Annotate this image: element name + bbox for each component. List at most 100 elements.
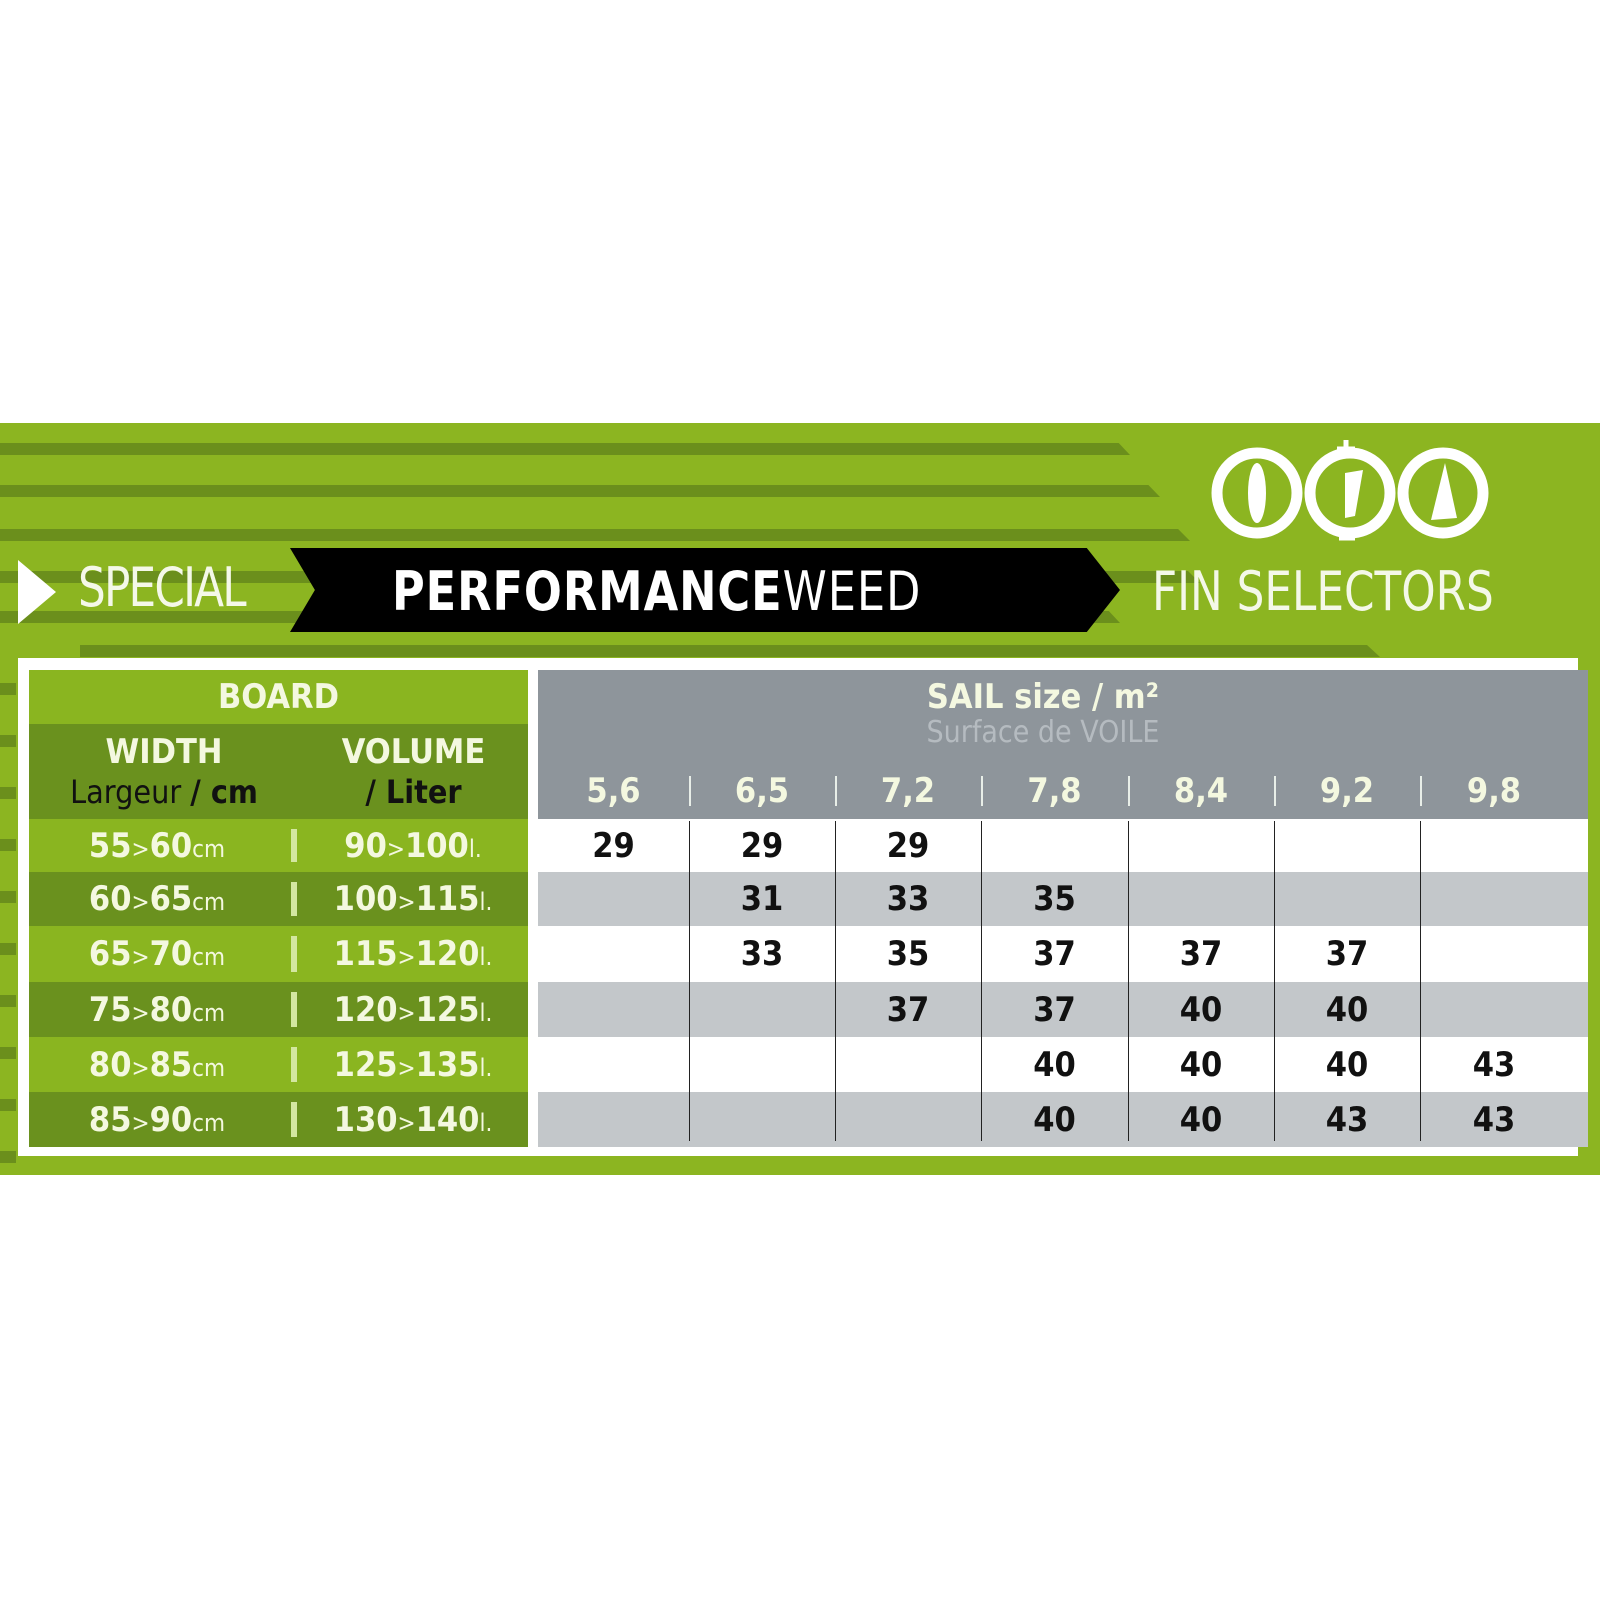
product-banner xyxy=(290,548,1120,632)
fin-size: 37 xyxy=(1179,934,1223,974)
fin-size-cell: 40 xyxy=(1128,1092,1274,1147)
volume-label: VOLUME xyxy=(341,731,486,772)
width-to: 90 xyxy=(149,1099,193,1140)
width-range-text: 75>80cm xyxy=(88,989,226,1030)
width-range-text: 65>70cm xyxy=(88,934,226,974)
volume-to: 135 xyxy=(415,1044,480,1085)
fin-size-cell: 37 xyxy=(835,982,981,1037)
sail-title-text: SAIL size / m² xyxy=(926,677,1160,717)
width-range: 55>60cm xyxy=(29,819,285,872)
fin-size-cell xyxy=(1420,819,1568,872)
fin-size-cell xyxy=(538,1037,689,1092)
fin-row xyxy=(538,872,1588,926)
volume-range: 125>135l. xyxy=(308,1037,518,1092)
width-unit: cm xyxy=(192,834,226,863)
fin-selectors-title: FIN SELECTORS xyxy=(1152,560,1494,623)
volume-from: 100 xyxy=(333,879,398,919)
decor-stripe xyxy=(0,839,16,851)
width-from: 80 xyxy=(88,1044,132,1085)
volume-to: 115 xyxy=(415,879,480,919)
fin-size: 33 xyxy=(740,934,784,974)
width-range-text: 85>90cm xyxy=(88,1099,226,1140)
decor-stripe xyxy=(0,1099,16,1111)
column-divider xyxy=(1420,821,1421,1141)
decor-stripe xyxy=(0,1151,16,1163)
width-to: 65 xyxy=(149,879,193,919)
row-divider xyxy=(291,829,297,862)
volume-range-text: 120>125l. xyxy=(333,989,493,1030)
width-to: 70 xyxy=(149,934,193,974)
width-from: 75 xyxy=(88,989,132,1030)
header-divider xyxy=(981,776,983,806)
decor-stripe xyxy=(0,891,16,903)
fin-size-cell: 37 xyxy=(1128,926,1274,982)
header-divider xyxy=(1274,776,1276,806)
volume-unit: l. xyxy=(468,834,482,863)
column-divider xyxy=(689,821,690,1141)
header-divider xyxy=(1420,776,1422,806)
fin-size-cell: 35 xyxy=(981,872,1128,926)
width-unit: cm xyxy=(192,888,226,916)
fin-size-cell xyxy=(538,1092,689,1147)
board-row xyxy=(29,872,528,926)
fin-size: 29 xyxy=(886,825,930,866)
column-divider xyxy=(835,821,836,1141)
volume-range: 130>140l. xyxy=(308,1092,518,1147)
special-label: SPECIAL xyxy=(78,556,247,619)
sail-subtitle-text: Surface de VOILE xyxy=(926,714,1160,750)
width-from: 60 xyxy=(88,879,132,919)
decor-stripe xyxy=(0,485,1160,497)
fin-size: 40 xyxy=(1179,1099,1223,1140)
row-divider xyxy=(291,1102,297,1137)
fin-size-cell xyxy=(1420,982,1568,1037)
fin-size: 37 xyxy=(1325,934,1369,974)
volume-from: 125 xyxy=(333,1044,398,1085)
board-row xyxy=(29,982,528,1037)
width-to: 60 xyxy=(149,825,193,866)
fin-size-cell: 29 xyxy=(538,819,689,872)
fin-size-cell: 37 xyxy=(981,926,1128,982)
fin-table: BOARD WIDTH Largeur / cm VOLUME / Liter SAIL … xyxy=(18,658,1588,1156)
sail-size-header: 8,4 xyxy=(1128,762,1274,819)
fin-size: 29 xyxy=(592,825,635,866)
fin-size: 43 xyxy=(1325,1099,1369,1140)
decor-stripe xyxy=(0,995,16,1007)
decor-stripe xyxy=(80,645,1380,657)
sail-size: 7,8 xyxy=(1027,770,1082,811)
width-range-text: 55>60cm xyxy=(88,825,226,866)
volume-to: 140 xyxy=(415,1099,480,1140)
fin-row xyxy=(538,982,1588,1037)
board-row xyxy=(29,926,528,982)
volume-unit: l. xyxy=(479,888,493,916)
fin-size-cell xyxy=(1128,872,1274,926)
fin-size-cell: 43 xyxy=(1420,1092,1568,1147)
decor-stripe xyxy=(0,735,16,747)
sail-size-header: 6,5 xyxy=(689,762,835,819)
fin-size-cell xyxy=(689,1092,835,1147)
fin-size-cell: 37 xyxy=(1274,926,1420,982)
fin-size: 35 xyxy=(886,934,930,974)
volume-range: 90>100l. xyxy=(308,819,518,872)
decor-stripe xyxy=(0,529,1190,541)
sail-size: 6,5 xyxy=(734,770,790,811)
sail-size: 9,2 xyxy=(1319,770,1375,811)
fin-size-cell: 40 xyxy=(981,1037,1128,1092)
fin-size-cell xyxy=(835,1092,981,1147)
fin-row xyxy=(538,1037,1588,1092)
sail-size-header: 9,8 xyxy=(1420,762,1568,819)
width-header-text: WIDTH Largeur / cm xyxy=(70,732,258,812)
fin-size-cell xyxy=(981,819,1128,872)
fin-size-cell: 35 xyxy=(835,926,981,982)
volume-header-text: VOLUME / Liter xyxy=(342,732,486,812)
header-divider xyxy=(1128,776,1130,806)
volume-range-text: 90>100l. xyxy=(344,825,482,866)
volume-from: 120 xyxy=(333,989,398,1030)
width-range: 75>80cm xyxy=(29,982,285,1037)
decor-stripe xyxy=(0,943,16,955)
decor-stripe xyxy=(0,683,16,695)
fin-size-cell: 37 xyxy=(981,982,1128,1037)
volume-range: 120>125l. xyxy=(308,982,518,1037)
row-divider xyxy=(291,1047,297,1082)
fin-row xyxy=(538,1092,1588,1147)
volume-range-text: 100>115l. xyxy=(333,879,493,919)
